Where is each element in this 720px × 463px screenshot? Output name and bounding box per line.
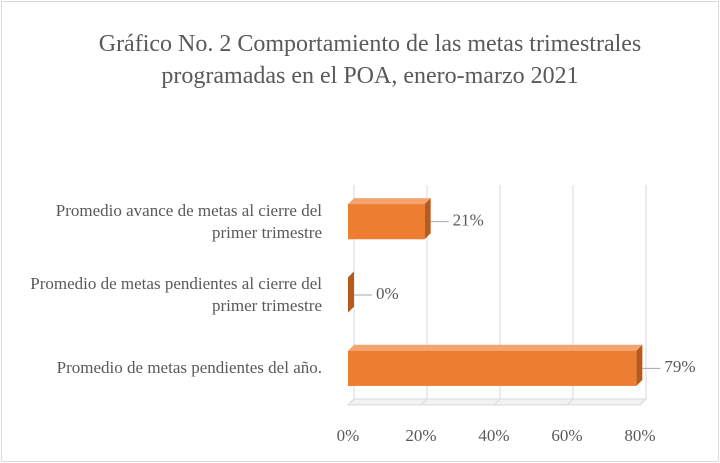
bar (348, 350, 637, 386)
x-tick-label: 80% (624, 426, 655, 445)
bar (348, 204, 425, 240)
value-label: 21% (453, 211, 484, 230)
category-label: Promedio de metas pendientes del año. (56, 358, 322, 378)
bar-side (348, 271, 354, 313)
chart-title: Gráfico No. 2 Comportamiento de las meta… (98, 31, 642, 89)
grid-line-floor (420, 398, 428, 406)
value-label: 0% (376, 284, 399, 303)
bar-top (348, 198, 431, 205)
bar-side (636, 344, 643, 386)
grid-line-floor (566, 398, 574, 406)
x-tick-label: 20% (405, 426, 436, 445)
bar-top (348, 344, 643, 351)
grid-line-floor (493, 398, 501, 406)
x-tick-label: 0% (337, 426, 360, 445)
grid-line-floor (347, 398, 355, 406)
bar-side (424, 198, 431, 240)
category-label: Promedio avance de metas al cierre del p… (55, 200, 322, 242)
x-tick-label: 60% (551, 426, 582, 445)
value-label: 79% (664, 357, 695, 376)
grid-line-floor (639, 398, 647, 406)
x-tick-label: 40% (478, 426, 509, 445)
category-label: Promedio de metas pendientes al cierre d… (30, 274, 322, 315)
